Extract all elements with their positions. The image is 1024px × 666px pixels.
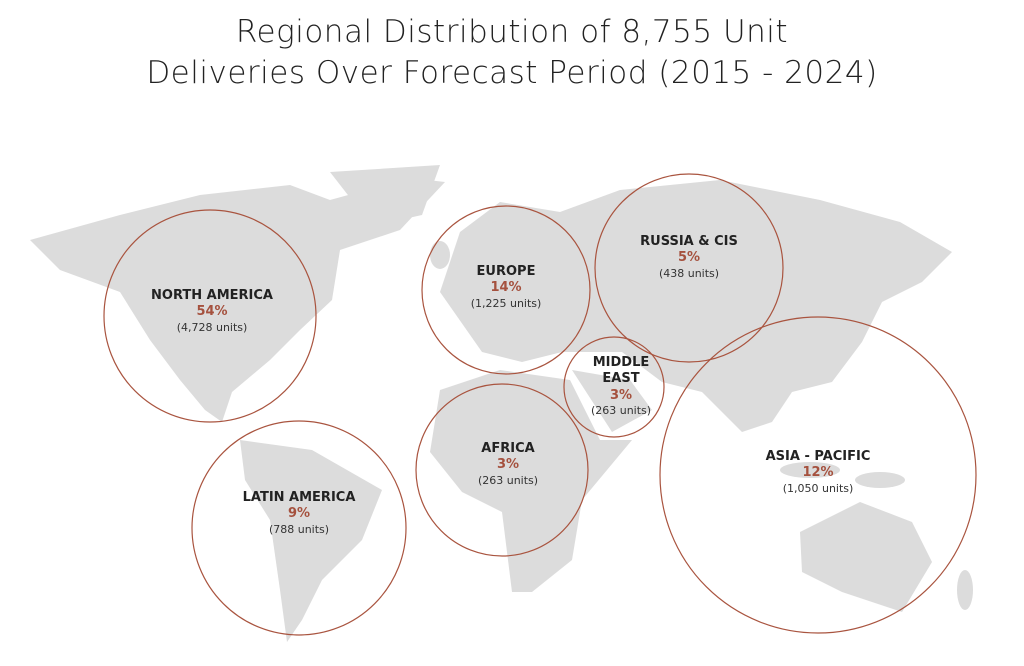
region-units: (438 units) xyxy=(658,266,720,280)
region-circles xyxy=(103,173,977,636)
region-label: EUROPE 14% (1,225 units) xyxy=(436,264,576,310)
title-line: Regional Distribution of 8,755 Unit xyxy=(235,14,789,50)
region-share: 54% xyxy=(196,304,228,320)
region-share: 3% xyxy=(496,457,520,473)
north-america xyxy=(30,178,445,422)
region-name: AFRICA xyxy=(481,441,535,456)
islands xyxy=(430,241,450,269)
region-units: (1,050 units) xyxy=(782,481,854,495)
region-units: (788 units) xyxy=(268,522,330,536)
islands xyxy=(957,570,973,610)
region-label: LATIN AMERICA 9% (788 units) xyxy=(219,490,379,536)
region-label: RUSSIA & CIS 5% (438 units) xyxy=(619,234,759,280)
region-share: 14% xyxy=(490,280,522,296)
region-share: 9% xyxy=(287,506,311,522)
region-circle xyxy=(191,420,407,636)
region-label: NORTH AMERICA 54% (4,728 units) xyxy=(132,288,292,334)
region-circle xyxy=(594,173,784,363)
islands xyxy=(855,472,905,488)
arabia xyxy=(572,370,652,432)
region-units: (4,728 units) xyxy=(176,320,248,334)
region-name: NORTH AMERICA xyxy=(151,288,273,303)
australia xyxy=(800,502,932,612)
region-name: EUROPE xyxy=(476,264,536,279)
eurasia xyxy=(440,180,952,432)
region-name: ASIA - PACIFIC xyxy=(765,449,871,464)
region-name: LATIN AMERICA xyxy=(242,490,356,505)
region-share: 3% xyxy=(609,387,633,403)
region-label: AFRICA 3% (263 units) xyxy=(448,441,568,487)
greenland xyxy=(330,165,440,226)
south-america xyxy=(240,440,382,642)
region-circle xyxy=(415,383,589,557)
region-share: 5% xyxy=(677,250,701,266)
continents xyxy=(30,165,973,642)
region-share: 12% xyxy=(802,465,834,481)
title-line: Deliveries Over Forecast Period (2015 - … xyxy=(146,55,878,91)
region-label: ASIA - PACIFIC 12% (1,050 units) xyxy=(738,449,898,495)
region-label: MIDDLE EAST 3% (263 units) xyxy=(586,355,656,418)
region-name: MIDDLE EAST xyxy=(592,355,650,387)
islands xyxy=(780,462,840,478)
region-name: RUSSIA & CIS xyxy=(640,234,738,249)
region-units: (263 units) xyxy=(590,403,652,417)
region-circle xyxy=(421,205,591,375)
region-circle xyxy=(563,336,665,438)
region-units: (263 units) xyxy=(477,473,539,487)
region-circle xyxy=(659,316,977,634)
region-units: (1,225 units) xyxy=(470,296,542,310)
region-circle xyxy=(103,209,317,423)
